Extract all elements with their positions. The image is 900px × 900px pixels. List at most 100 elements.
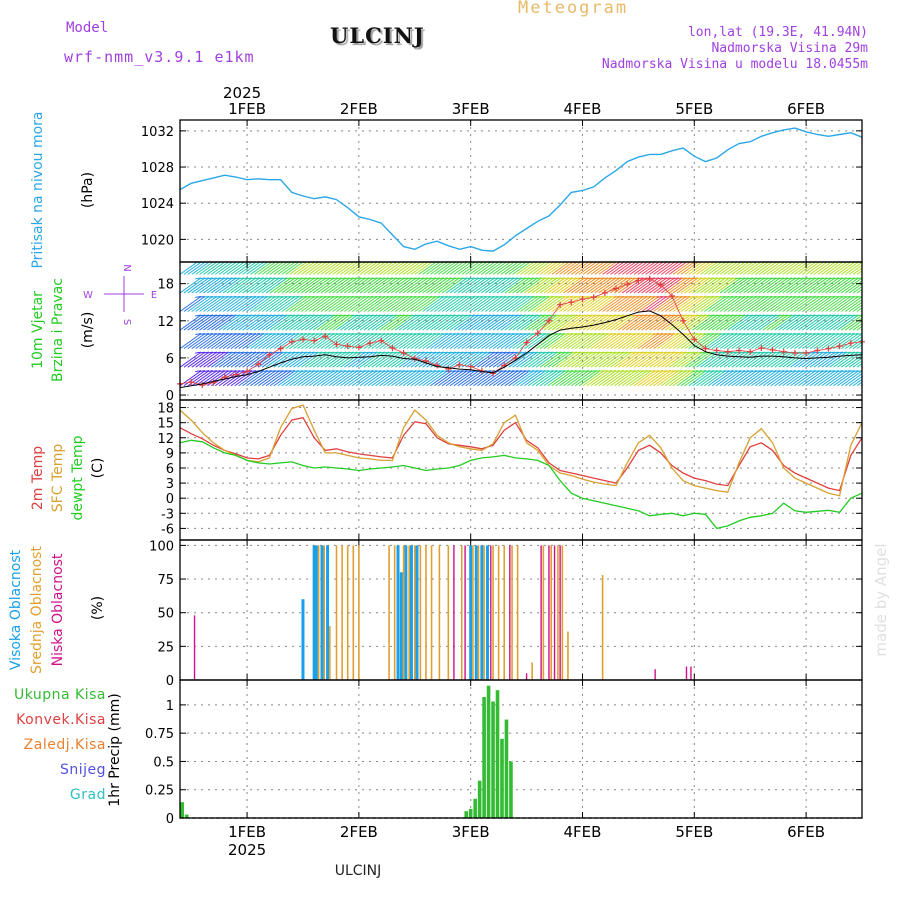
wind-barb (293, 295, 315, 312)
wind-barb-flag (762, 314, 769, 317)
wind-barb (492, 314, 515, 331)
wind-barb-flag (558, 295, 566, 298)
wind-barb-flag (810, 259, 816, 260)
wind-barb-flag (715, 277, 722, 280)
wind-barb-flag (254, 259, 260, 260)
wind-barb-flag (562, 333, 570, 336)
wind-barb (316, 370, 339, 387)
wind-gust-mark (557, 301, 564, 308)
wind-barb-flag (304, 295, 311, 298)
wind-barb (183, 351, 206, 368)
y-tick-label: 1020 (141, 233, 174, 248)
wind-barb (469, 295, 492, 312)
wind-barb (340, 277, 362, 294)
wind-barb (727, 333, 750, 350)
wind-barb (246, 314, 268, 331)
wind-barb-flag (266, 259, 272, 260)
wind-barb-flag (207, 259, 213, 260)
wind-barb-flag (363, 370, 370, 373)
wind-barb-flag (668, 370, 675, 373)
wind-barb (817, 370, 840, 387)
wind-gust-mark (758, 345, 765, 352)
wind-barb (856, 344, 862, 350)
compass-rose: NW ES (83, 264, 157, 325)
wind-barb (379, 277, 402, 294)
wind-barb (727, 262, 747, 275)
wind-barb-flag (399, 259, 405, 260)
wind-barb-flag (676, 370, 683, 373)
wind-barb-flag (359, 314, 366, 317)
wind-barb (387, 262, 406, 275)
wind-barb-flag (332, 351, 339, 354)
compass-east: E (151, 290, 157, 301)
wind-barb (371, 351, 394, 368)
wind-barb-flag (778, 370, 785, 373)
wind-barb (461, 351, 484, 368)
wind-barb (723, 314, 746, 331)
wind-barb (328, 262, 347, 275)
wind-barb-flag (852, 351, 859, 354)
wind-barb-flag (739, 333, 746, 336)
wind-barb (469, 333, 492, 350)
wind-barb-flag (676, 333, 683, 336)
wind-barb-flag (441, 277, 448, 280)
wind-barb-flag (578, 277, 585, 280)
wind-barb-flag (210, 351, 217, 354)
wind-barb-flag (378, 351, 386, 354)
wind-barb-flag (770, 370, 777, 373)
wind-barb (821, 277, 844, 294)
wind-barb-flag (703, 370, 710, 373)
wind-barb-flag (339, 370, 347, 373)
y-tick-label: 0 (166, 812, 174, 827)
wind-barb (265, 333, 288, 350)
wind-barb-flag (442, 259, 448, 260)
wind-barb-flag (797, 277, 804, 280)
wind-barb-flag (403, 259, 409, 260)
wind-barb-flag (649, 259, 655, 260)
wind-barb-flag (817, 259, 823, 260)
wind-barb-flag (817, 314, 824, 317)
wind-barb (680, 277, 703, 294)
wind-barb-flag (774, 370, 781, 373)
wind-barb (355, 333, 378, 350)
wind-barb-flag (371, 277, 378, 280)
wind-barb (226, 370, 249, 387)
wind-barb (211, 333, 233, 350)
wind-barb-flag (253, 277, 260, 280)
wind-gust-mark (702, 345, 709, 352)
wind-barb (285, 262, 304, 275)
wind-barb-flag (515, 333, 523, 336)
wind-barb-flag (586, 370, 593, 373)
wind-barb-flag (766, 277, 773, 280)
wind-barb (269, 314, 292, 331)
wind-barb-flag (766, 259, 772, 260)
wind-barb (512, 370, 535, 387)
wind-barb-flag (316, 351, 323, 354)
wind-barb (848, 264, 862, 275)
wind-barb-flag (758, 370, 765, 373)
wind-barb-flag (852, 370, 859, 373)
wind-barb-flag (637, 295, 644, 298)
wind-barb (539, 295, 562, 312)
wind-barb-flag (613, 277, 620, 280)
wind-barb-flag (441, 333, 448, 336)
wind-barb (743, 277, 765, 294)
wind-barb-flag (872, 371, 878, 372)
wind-barb (336, 370, 358, 387)
y-tick-label: 25 (157, 640, 174, 655)
wind-barb-flag (801, 277, 808, 280)
wind-barb (786, 370, 808, 387)
wind-barb (402, 295, 425, 312)
wind-barb-flag (758, 333, 765, 336)
wind-barb (347, 333, 370, 350)
wind-barb-flag (332, 277, 339, 280)
wind-barb-flag (465, 351, 472, 354)
wind-barb-flag (695, 333, 703, 336)
wind-barb (848, 338, 862, 350)
wind-barb (387, 370, 409, 387)
wind-barb (649, 333, 672, 350)
wind-barb (477, 333, 499, 350)
wind-barb (680, 333, 703, 350)
wind-barb (614, 314, 636, 331)
wind-barb-flag (214, 333, 221, 336)
